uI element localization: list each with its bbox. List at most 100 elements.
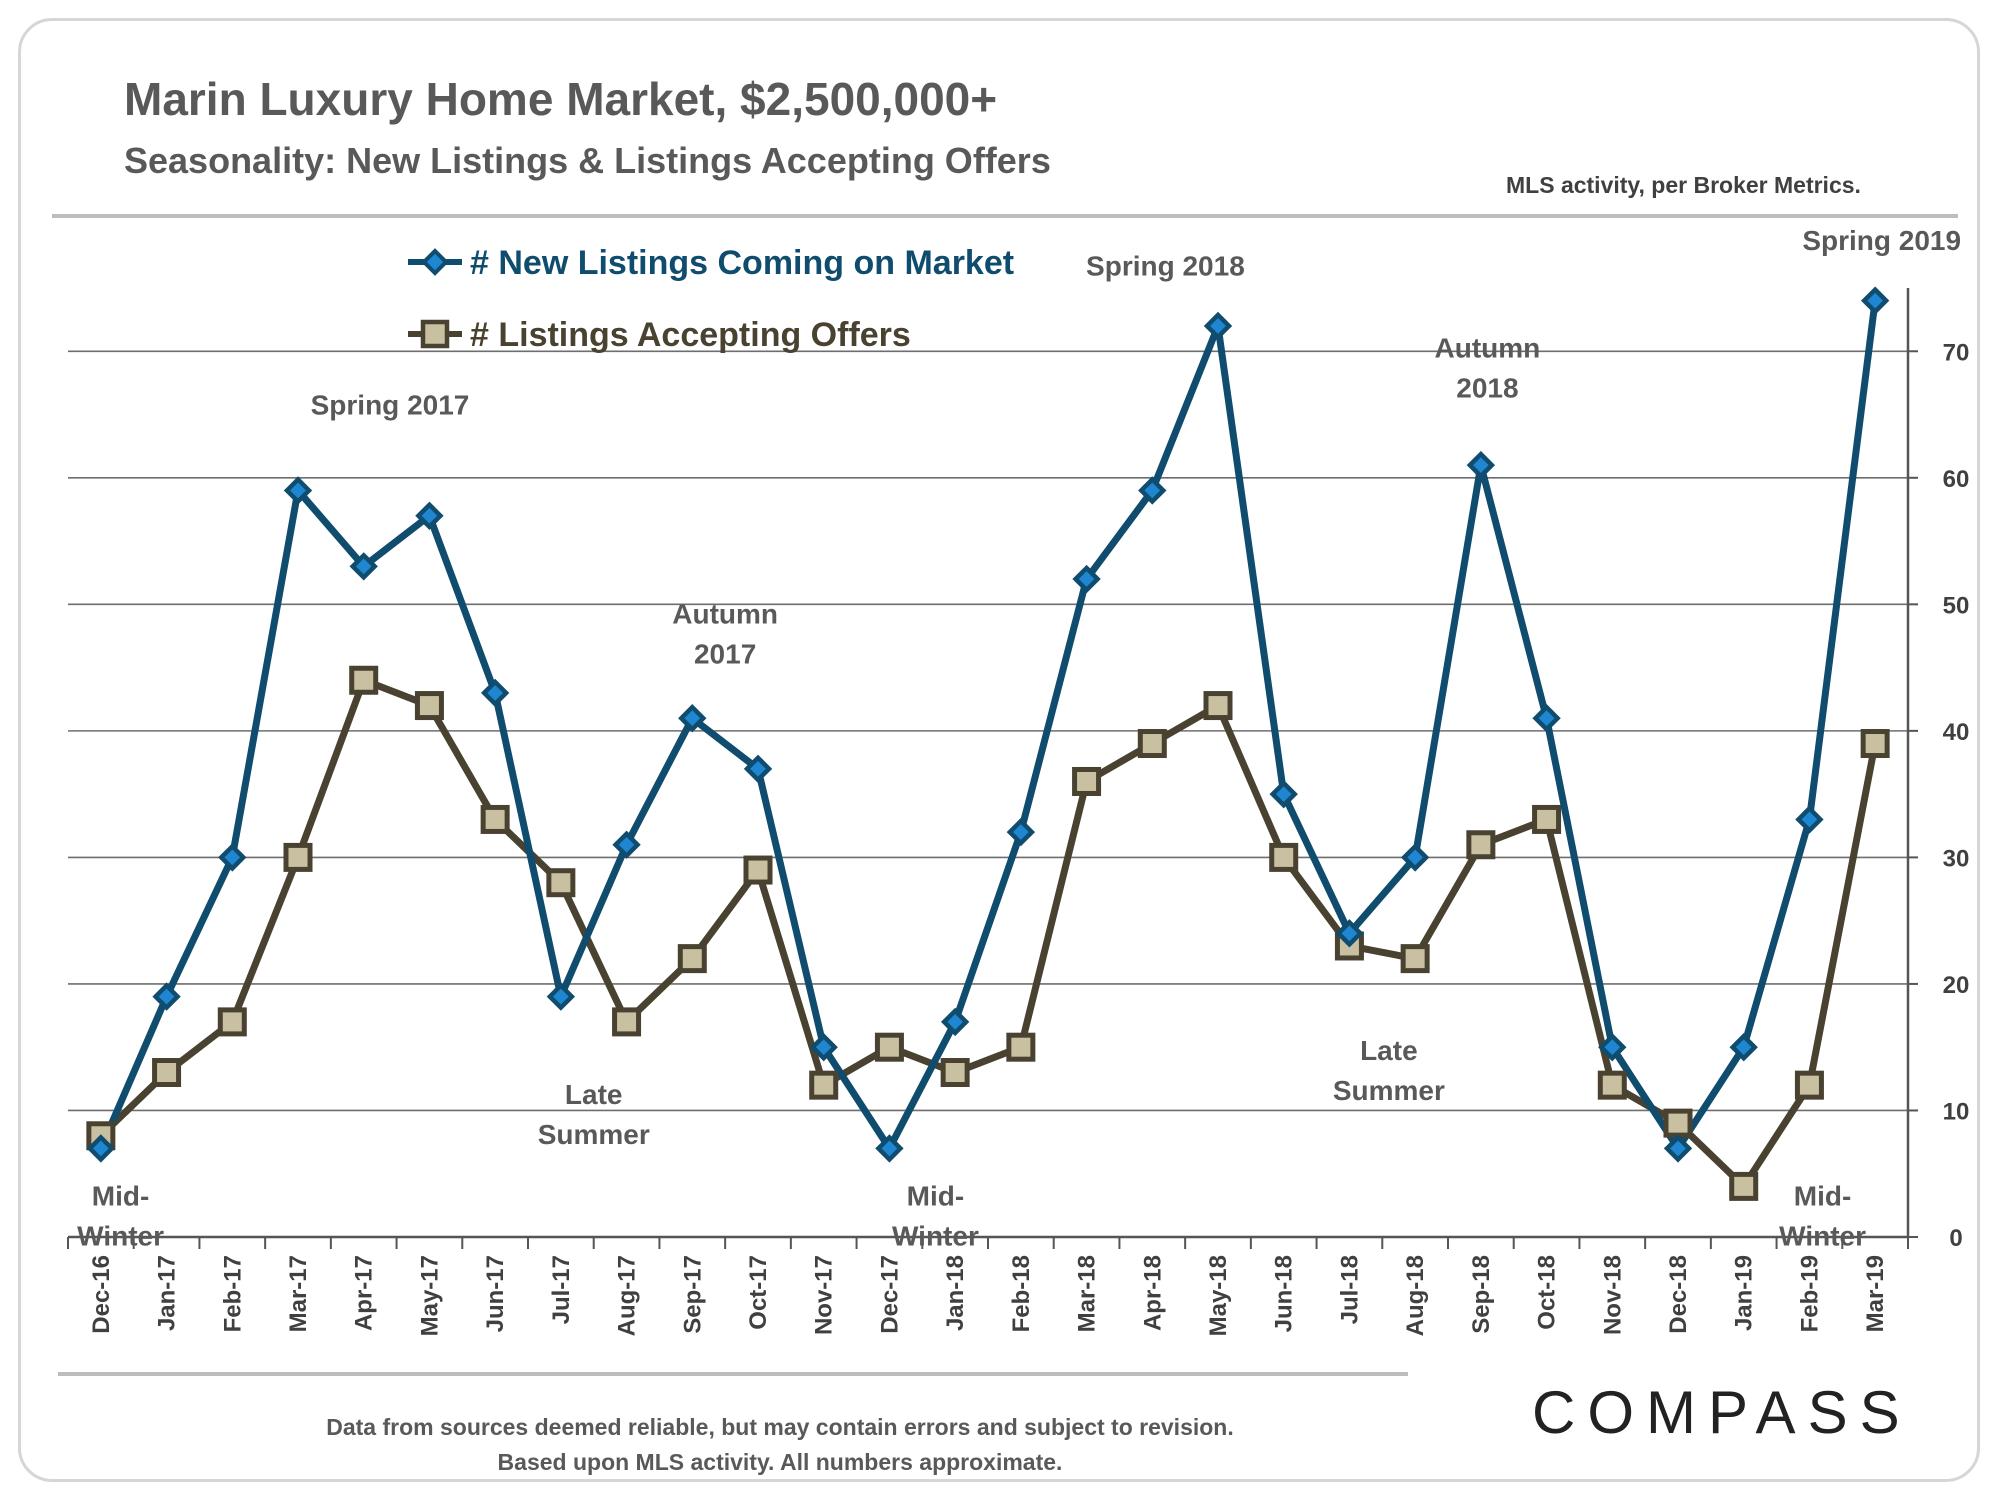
data-point-accepting-offers [940, 1058, 970, 1088]
annotation-label: Late [565, 1079, 623, 1110]
x-tick-label: May-17 [416, 1255, 443, 1336]
x-tick-label: Aug-18 [1402, 1255, 1429, 1336]
x-tick-label: Jan-18 [942, 1255, 969, 1331]
annotation-label: Spring 2017 [311, 390, 470, 421]
data-point-new-listings [349, 552, 378, 581]
data-point-accepting-offers [1860, 729, 1890, 759]
data-point-accepting-offers [1466, 830, 1496, 860]
x-tick-label: Sep-17 [679, 1255, 706, 1334]
data-point-accepting-offers [1729, 1171, 1759, 1201]
y-tick-label: 0 [1949, 1225, 1962, 1252]
annotation-label: Late [1360, 1035, 1418, 1066]
x-tick-label: Feb-19 [1796, 1255, 1823, 1332]
data-point-new-listings [875, 1134, 904, 1163]
data-point-new-listings [152, 982, 181, 1011]
data-point-new-listings [809, 1033, 838, 1062]
data-point-new-listings [86, 1134, 116, 1163]
annotation-label: 2017 [694, 638, 756, 669]
data-point-new-listings [1795, 805, 1824, 834]
data-point-accepting-offers [1400, 944, 1430, 974]
x-tick-label: Nov-18 [1599, 1255, 1626, 1335]
data-point-accepting-offers [546, 868, 576, 898]
data-point-accepting-offers [1137, 729, 1167, 759]
footer-line-1: Data from sources deemed reliable, but m… [326, 1414, 1234, 1440]
y-tick-label: 50 [1943, 592, 1970, 619]
x-tick-label: Mar-17 [285, 1255, 312, 1332]
data-point-new-listings [218, 843, 247, 872]
legend-label-accepting-offers: # Listings Accepting Offers [470, 316, 911, 354]
x-tick-label: Oct-18 [1534, 1255, 1561, 1330]
annotation-label: Winter [1779, 1220, 1866, 1251]
x-tick-label: Mar-18 [1074, 1255, 1101, 1332]
data-point-accepting-offers [1006, 1032, 1036, 1062]
data-point-new-listings [415, 501, 444, 530]
data-point-accepting-offers [152, 1058, 182, 1088]
data-point-new-listings [1598, 1033, 1627, 1062]
y-tick-label: 40 [1943, 719, 1970, 746]
x-tick-label: Jul-18 [1336, 1255, 1363, 1324]
data-point-accepting-offers [283, 842, 313, 872]
x-tick-label: Jan-19 [1731, 1255, 1758, 1331]
y-tick-label: 60 [1943, 466, 1970, 493]
data-point-new-listings [283, 476, 313, 505]
x-tick-label: Jun-18 [1271, 1255, 1298, 1332]
data-point-accepting-offers [1072, 766, 1102, 796]
data-point-accepting-offers [349, 665, 379, 695]
annotation-label: 2018 [1456, 373, 1518, 404]
footer-line-2: Based upon MLS activity. All numbers app… [497, 1449, 1063, 1475]
x-tick-label: Jun-17 [482, 1255, 509, 1332]
legend-marker-new-listings [421, 248, 449, 276]
compass-logo: COMPASS [1532, 1379, 1912, 1446]
x-tick-label: Apr-17 [351, 1255, 378, 1331]
annotation-label: Winter [77, 1220, 164, 1251]
legend-label-new-listings: # New Listings Coming on Market [470, 244, 1014, 282]
x-tick-label: Sep-18 [1468, 1255, 1495, 1334]
data-point-new-listings [1269, 779, 1298, 809]
annotation-label: Spring 2019 [1802, 225, 1961, 256]
x-tick-label: Oct-17 [745, 1255, 772, 1330]
data-point-accepting-offers [217, 1007, 247, 1037]
data-point-new-listings [940, 1007, 970, 1037]
data-point-accepting-offers [1794, 1070, 1824, 1100]
data-point-new-listings [1532, 704, 1561, 733]
legend-marker-accepting-offers [420, 319, 450, 349]
annotation-label: Mid- [1794, 1180, 1852, 1211]
data-point-accepting-offers [677, 944, 707, 974]
chart-title: Marin Luxury Home Market, $2,500,000+ [124, 73, 998, 125]
data-point-accepting-offers [743, 855, 773, 885]
x-tick-label: Dec-17 [876, 1255, 903, 1334]
data-point-accepting-offers [480, 804, 510, 834]
data-point-accepting-offers [414, 691, 444, 721]
x-tick-label: Dec-16 [88, 1255, 115, 1334]
x-tick-label: Mar-19 [1862, 1255, 1889, 1332]
data-point-new-listings [1006, 817, 1036, 847]
data-point-new-listings [1138, 476, 1167, 505]
data-point-accepting-offers [1532, 804, 1562, 834]
y-tick-label: 30 [1943, 845, 1970, 872]
y-tick-label: 20 [1943, 972, 1970, 999]
data-point-accepting-offers [1269, 842, 1299, 872]
annotation-label: Mid- [907, 1180, 965, 1211]
annotation-label: Winter [892, 1220, 979, 1251]
x-tick-label: Nov-17 [811, 1255, 838, 1335]
x-tick-label: Feb-18 [1008, 1255, 1035, 1332]
data-point-new-listings [1400, 843, 1430, 872]
y-tick-label: 10 [1943, 1098, 1970, 1125]
data-point-new-listings [1203, 311, 1233, 341]
data-point-accepting-offers [1597, 1070, 1627, 1100]
data-point-accepting-offers [612, 1007, 642, 1037]
data-point-new-listings [1072, 564, 1101, 594]
x-tick-label: Aug-17 [614, 1255, 641, 1336]
data-point-new-listings [612, 830, 641, 859]
data-point-accepting-offers [1663, 1108, 1693, 1138]
annotation-label: Summer [538, 1119, 650, 1150]
footer-note: Data from sources deemed reliable, but m… [220, 1410, 1340, 1480]
data-point-new-listings [678, 704, 707, 733]
data-point-new-listings [1729, 1033, 1758, 1062]
annotation-label: Autumn [672, 598, 778, 629]
annotation-label: Spring 2018 [1086, 250, 1245, 281]
data-point-new-listings [743, 754, 773, 784]
x-tick-label: Jan-17 [154, 1255, 181, 1331]
x-tick-label: Feb-17 [219, 1255, 246, 1332]
